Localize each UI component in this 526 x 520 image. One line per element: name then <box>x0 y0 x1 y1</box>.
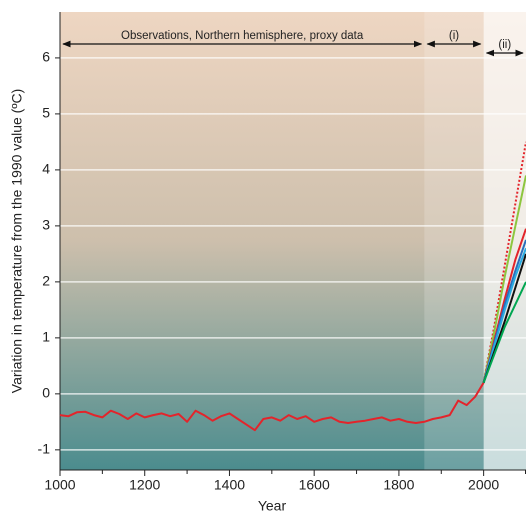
y-tick-label: 3 <box>42 217 50 233</box>
x-tick-label: 1600 <box>299 477 330 493</box>
annotation: (ii) <box>498 39 511 51</box>
series-line <box>482 247 526 383</box>
y-tick-label: 4 <box>42 161 50 177</box>
x-tick-label: 1000 <box>44 477 75 493</box>
x-axis-label: Year <box>258 498 287 514</box>
series-line <box>482 281 526 384</box>
annotation: Observations, Northern hemisphere, proxy… <box>121 30 364 42</box>
period-region <box>424 12 484 470</box>
y-tick-label: 0 <box>42 385 50 401</box>
y-tick-label: 2 <box>42 273 50 289</box>
x-tick-label: 2000 <box>468 477 499 493</box>
y-tick-label: 6 <box>42 49 50 65</box>
y-tick-label: -1 <box>38 441 51 457</box>
y-tick-label: 1 <box>42 329 50 345</box>
y-tick-label: 5 <box>42 105 50 121</box>
annotation: (i) <box>449 30 459 42</box>
series-line <box>59 382 485 432</box>
x-tick-label: 1400 <box>214 477 245 493</box>
series-line <box>482 175 526 383</box>
x-tick-label: 1200 <box>129 477 160 493</box>
period-region <box>483 12 526 470</box>
y-axis-label: Variation in temperature from the 1990 v… <box>9 89 25 393</box>
x-tick-label: 1800 <box>383 477 414 493</box>
